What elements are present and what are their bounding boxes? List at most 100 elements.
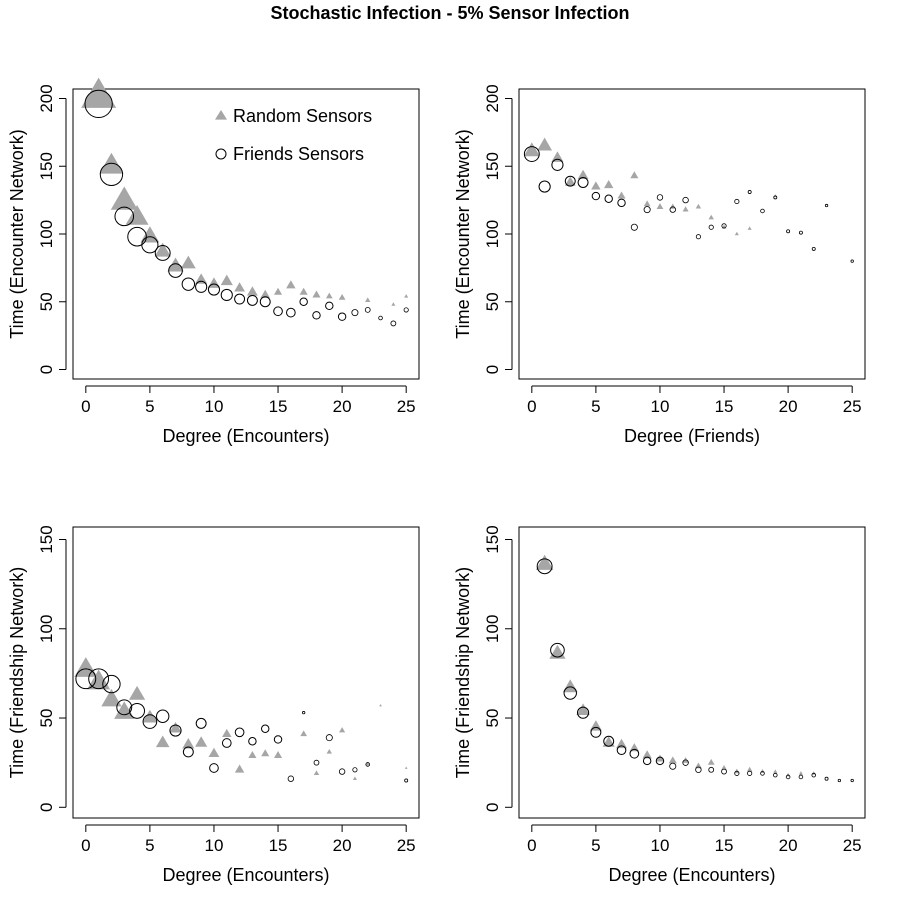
x-tick-label: 5 [591, 836, 600, 855]
x-tick-label: 20 [333, 836, 352, 855]
random-sensors-point [81, 77, 117, 108]
x-tick-label: 15 [715, 397, 734, 416]
y-axis-label: Time (Encounter Network) [7, 129, 27, 338]
friends-sensors-point [338, 768, 346, 775]
random-sensors-point [352, 776, 357, 780]
friends-sensors-point [234, 293, 246, 305]
random-sensors-point [576, 703, 590, 716]
random-sensors-point [642, 750, 652, 759]
random-sensors-point [286, 280, 296, 289]
friends-sensors-point [141, 236, 159, 254]
x-tick-label: 15 [269, 397, 288, 416]
random-sensors-point [299, 287, 308, 295]
friends-sensors-point [682, 196, 689, 204]
random-sensors-point [234, 282, 245, 292]
random-sensors-point [247, 286, 258, 296]
y-tick-label: 100 [483, 615, 502, 643]
friends-sensors-point [156, 709, 170, 723]
friends-sensors-point [523, 146, 540, 162]
friends-sensors-point [538, 180, 551, 193]
friends-sensors-point [656, 194, 664, 201]
friends-sensors-point [273, 735, 283, 744]
friends-sensors-point [99, 162, 124, 187]
friends-sensors-point [246, 294, 258, 306]
friends-sensors-point [760, 771, 765, 776]
x-axis-label: Degree (Friends) [624, 426, 760, 446]
friends-sensors-point [378, 315, 383, 321]
random-sensors-point [208, 747, 220, 758]
y-tick-label: 100 [483, 220, 502, 248]
friends-sensors-point [747, 190, 752, 194]
random-sensors-point [273, 287, 283, 295]
random-sensors-point [365, 762, 370, 766]
y-tick-label: 0 [37, 803, 56, 812]
friends-sensors-point [850, 259, 854, 263]
friends-sensors-point [643, 206, 651, 214]
x-tick-label: 0 [527, 836, 536, 855]
random-sensors-point [603, 179, 614, 189]
friends-sensors-point [325, 301, 334, 311]
friends-sensors-point [695, 234, 701, 240]
y-tick-label: 150 [483, 152, 502, 180]
friends-sensors-point [127, 226, 147, 247]
friends-sensors-point [403, 307, 409, 313]
friends-sensors-point [259, 296, 271, 308]
random-sensors-point [695, 203, 702, 209]
random-sensors-point [180, 255, 196, 269]
friends-sensors-point [630, 223, 638, 231]
random-sensors-point [114, 701, 135, 719]
friends-sensors-point [536, 558, 553, 575]
friends-sensors-point [708, 766, 715, 773]
plot-frame [518, 526, 866, 819]
random-sensors-point [734, 231, 739, 236]
y-axis-label: Time (Friendship Network) [7, 567, 27, 778]
friends-sensors-point [84, 89, 113, 119]
friends-sensors-point [760, 208, 765, 214]
friends-sensors-point [313, 759, 320, 766]
x-tick-label: 10 [651, 397, 670, 416]
friends-sensors-point [182, 746, 194, 758]
x-tick-label: 25 [397, 397, 416, 416]
friends-sensors-point [351, 309, 359, 317]
x-tick-label: 10 [205, 836, 224, 855]
friends-sensors-point [312, 311, 321, 320]
friends-sensors-point [773, 772, 778, 778]
x-axis-label: Degree (Encounters) [608, 865, 775, 885]
friends-sensors-point [590, 726, 602, 738]
random-sensors-point [535, 554, 554, 570]
random-sensors-point [300, 730, 308, 737]
friends-sensors-point [721, 768, 727, 775]
friends-sensors-point [299, 297, 308, 306]
x-tick-label: 20 [333, 397, 352, 416]
random-sensors-point [379, 704, 382, 707]
random-sensors-point [629, 743, 640, 752]
random-sensors-point [154, 242, 171, 257]
panel-top-right: 0 5 10 15 20 25 Degree (Friends) 0 50 100 150 200 Ti… [453, 84, 866, 446]
friends-sensors-point [669, 762, 677, 770]
random-sensors-point [643, 200, 651, 207]
friends-sensors-point [390, 320, 397, 327]
friends-sensors-point [695, 766, 702, 773]
y-tick-label: 100 [37, 615, 56, 643]
random-sensors-point [326, 748, 332, 754]
x-tick-label: 0 [81, 836, 90, 855]
x-tick-label: 10 [651, 836, 670, 855]
friends-sensors-point [734, 770, 740, 776]
friends-sensors-point [220, 288, 233, 302]
friends-sensors-point [261, 724, 270, 733]
random-sensors-point [222, 728, 232, 737]
random-sensors-point [708, 214, 714, 220]
friends-sensors-point [603, 735, 615, 747]
random-sensors-point [195, 736, 208, 747]
random-sensors-point [668, 756, 677, 764]
friends-sensors-point [576, 706, 590, 719]
friends-sensors-point [824, 776, 829, 781]
friends-sensors-point [221, 738, 232, 748]
plot-frame [72, 88, 420, 380]
random-sensors-point [169, 721, 182, 733]
random-sensors-point [87, 669, 111, 690]
random-sensors-point [142, 709, 158, 723]
random-sensors-point [182, 738, 195, 749]
friends-sensors-point [798, 774, 804, 780]
